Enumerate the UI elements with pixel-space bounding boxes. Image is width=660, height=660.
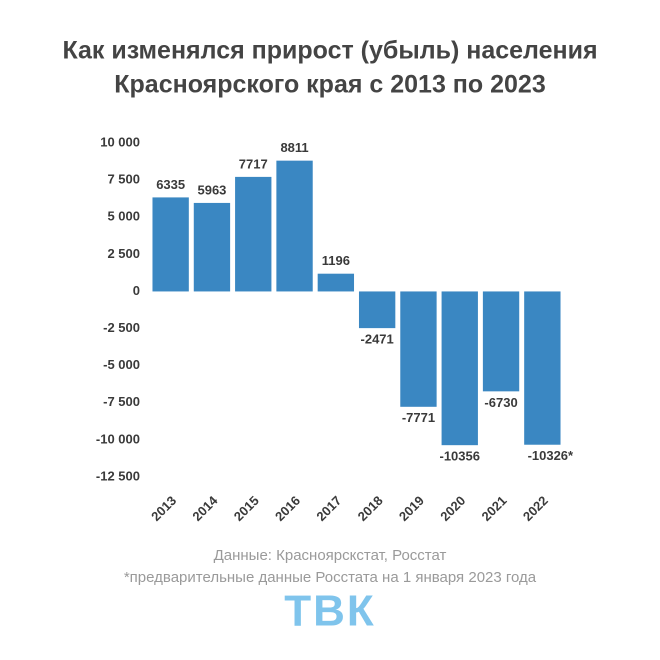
value-label: -10326* [528, 448, 574, 463]
chart-title: Красноярского края с 2013 по 2023 [114, 71, 545, 99]
x-tick-label: 2015 [231, 493, 262, 524]
bar [152, 197, 189, 292]
value-label: 7717 [239, 156, 268, 171]
x-tick-label: 2014 [189, 492, 221, 524]
logo: ТВК [284, 587, 376, 636]
y-tick-label: -2 500 [103, 320, 140, 335]
bar [235, 176, 272, 292]
x-tick-label: 2021 [479, 493, 510, 524]
bar [358, 291, 396, 329]
bar [317, 273, 355, 292]
y-tick-label: 10 000 [100, 134, 140, 149]
bar [400, 291, 437, 407]
x-tick-label: 2016 [272, 493, 303, 524]
y-tick-label: 0 [133, 283, 140, 298]
x-tick-label: 2018 [355, 493, 386, 524]
bar [276, 160, 313, 292]
x-tick-label: 2017 [313, 493, 344, 524]
bar [524, 291, 561, 445]
value-label: 1196 [322, 253, 350, 268]
value-label: 8811 [280, 140, 308, 155]
source: Данные: Красноярскстат, Росстат [214, 547, 447, 564]
y-tick-label: 2 500 [107, 246, 140, 261]
chart-title: Как изменялся прирост (убыль) населения [62, 37, 597, 65]
x-tick-label: 2022 [520, 493, 551, 524]
bar [193, 202, 231, 292]
value-label: -6730 [484, 395, 517, 410]
y-tick-label: -7 500 [103, 394, 140, 409]
value-label: 5963 [197, 182, 226, 197]
value-label: 6335 [156, 177, 185, 192]
note: *предварительные данные Росстата на 1 ян… [124, 569, 537, 586]
y-tick-label: 5 000 [107, 209, 140, 224]
y-tick-label: -12 500 [96, 468, 140, 483]
y-tick-label: -5 000 [103, 357, 140, 372]
x-tick-label: 2013 [148, 493, 179, 524]
x-tick-label: 2019 [396, 493, 427, 524]
y-tick-label: 7 500 [107, 172, 140, 187]
x-tick-label: 2020 [437, 493, 468, 524]
bar [441, 291, 478, 446]
value-label: -2471 [361, 332, 394, 347]
bar [482, 291, 520, 392]
y-tick-label: -10 000 [96, 431, 140, 446]
value-label: -10356 [440, 449, 480, 464]
value-label: -7771 [402, 410, 435, 425]
